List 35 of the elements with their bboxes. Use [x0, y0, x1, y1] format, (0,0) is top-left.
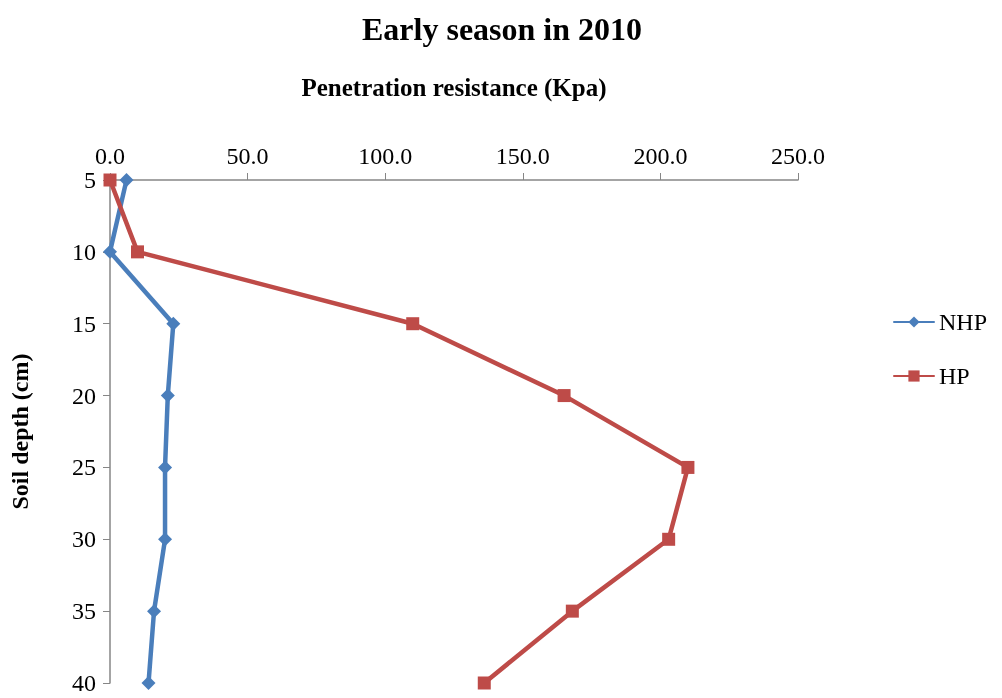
- x-tick-label: 50.0: [226, 143, 269, 169]
- x-tick-label: 100.0: [358, 143, 413, 169]
- point: [477, 676, 491, 690]
- y-tick-label: 5: [84, 167, 96, 193]
- point: [557, 389, 571, 403]
- point: [141, 676, 156, 690]
- y-tick-label: 10: [72, 238, 96, 265]
- point: [147, 604, 162, 619]
- y-tick-label: 30: [72, 526, 96, 553]
- point: [406, 317, 420, 331]
- point: [662, 532, 676, 546]
- x-tick-label: 150.0: [495, 143, 550, 169]
- x-tick-label: 200.0: [633, 143, 688, 169]
- x-tick-label: 0.0: [95, 143, 125, 169]
- y-tick-label: 40: [72, 670, 96, 696]
- legend-label: HP: [938, 363, 970, 389]
- point: [103, 244, 117, 259]
- point: [119, 173, 134, 187]
- point: [158, 460, 173, 475]
- point: [565, 604, 579, 618]
- chart-title: Early season in 2010: [361, 11, 643, 47]
- legend-label: NHP: [938, 309, 987, 335]
- point: [160, 388, 175, 403]
- y-tick-label: 15: [72, 310, 96, 337]
- y-tick-label: 35: [72, 598, 96, 625]
- y-tick-label: 20: [72, 382, 96, 409]
- y-axis-title: Soil depth (cm): [7, 353, 33, 510]
- y-tick-label: 25: [72, 454, 96, 481]
- point: [166, 316, 181, 331]
- point: [681, 460, 695, 474]
- x-tick-label: 250.0: [771, 143, 825, 169]
- point: [103, 173, 117, 187]
- x-axis-title: Penetration resistance (Kpa): [301, 74, 607, 102]
- point: [131, 245, 145, 259]
- point: [158, 532, 173, 547]
